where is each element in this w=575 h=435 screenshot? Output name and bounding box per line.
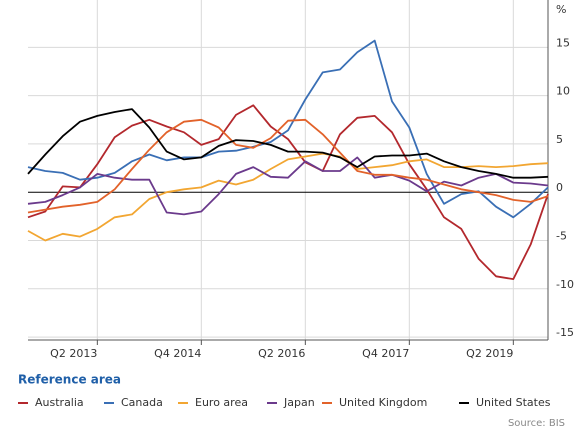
y-tick-label: -15 [556, 326, 574, 339]
y-tick-label: 5 [556, 133, 563, 146]
legend-label: Australia [35, 396, 84, 409]
series-line [27, 39, 549, 219]
series-line [27, 152, 549, 242]
legend-label: United Kingdom [339, 396, 427, 409]
y-unit: % [556, 3, 566, 16]
y-tick-label: 10 [556, 85, 570, 98]
x-tick-label: Q2 2016 [258, 347, 305, 360]
y-tick-label: 0 [556, 181, 563, 194]
series-line [27, 108, 549, 179]
legend-label: United States [476, 396, 551, 409]
legend-label: Japan [283, 396, 315, 409]
y-tick-label: -5 [556, 230, 567, 243]
x-tick-label: Q4 2014 [154, 347, 201, 360]
legend-label: Canada [121, 396, 163, 409]
y-tick-label: -10 [556, 278, 574, 291]
legend-title: Reference area [18, 373, 121, 387]
series-line [27, 156, 549, 216]
series-line [27, 118, 549, 214]
legend-label: Euro area [195, 396, 248, 409]
x-tick-label: Q2 2013 [50, 347, 97, 360]
x-tick-label: Q2 2019 [466, 347, 513, 360]
x-tick-label: Q4 2017 [362, 347, 409, 360]
series-line [27, 104, 549, 280]
y-tick-label: 15 [556, 36, 570, 49]
source: Source: BIS [508, 418, 565, 429]
